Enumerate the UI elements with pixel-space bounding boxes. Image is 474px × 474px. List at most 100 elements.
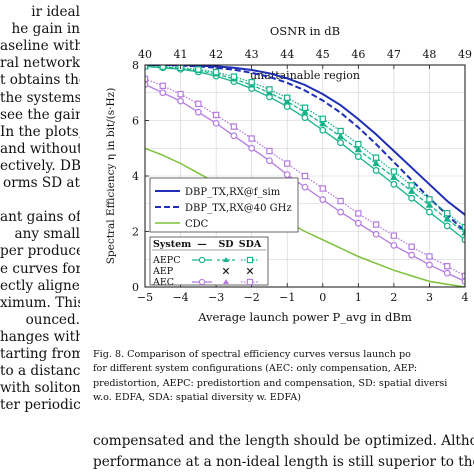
- x-tick-label: 0: [319, 291, 326, 304]
- spectral-efficiency-chart: unattainable region−540−441−342−243−1440…: [105, 24, 472, 324]
- data-point: [266, 157, 273, 165]
- left-column-line: see the gain: [0, 106, 80, 123]
- data-point: [337, 208, 344, 216]
- data-point: [248, 144, 256, 152]
- figure-caption: Fig. 8. Comparison of spectral efficienc…: [93, 348, 474, 406]
- series-line-dbp-tx-rx-40-ghz: [145, 65, 465, 233]
- data-point: [283, 97, 291, 105]
- legend-table-header: —: [197, 239, 207, 250]
- data-point: [177, 90, 184, 98]
- y-tick-label: 8: [132, 59, 139, 72]
- legend-label: DBP_TX,RX@40 GHz: [185, 203, 292, 214]
- data-point: [337, 197, 344, 205]
- data-point: [372, 154, 380, 161]
- caption-line: predistortion, AEPC: predistortion and c…: [93, 377, 448, 389]
- data-point: [266, 147, 273, 155]
- data-point: [426, 253, 433, 260]
- left-column-line: per produces: [0, 243, 80, 260]
- legend-table-row-label: AEP: [152, 266, 174, 277]
- data-point: [390, 168, 398, 175]
- plot-area: [145, 65, 465, 287]
- data-point: [230, 123, 238, 130]
- left-column-line: ter periodic: [0, 397, 80, 414]
- data-point: [230, 132, 238, 140]
- data-point: [461, 236, 465, 244]
- left-column-line: the systems: [0, 89, 80, 106]
- left-column-line: tarting from: [0, 346, 80, 362]
- x-tick-label: −2: [244, 291, 260, 304]
- data-point: [443, 269, 451, 277]
- data-point: [319, 119, 327, 127]
- data-point: [159, 89, 167, 97]
- legend-label: DBP_TX,RX@f_sim: [185, 187, 281, 198]
- unattainable-region-label: unattainable region: [250, 69, 360, 82]
- data-point: [408, 182, 415, 189]
- data-point: [301, 108, 309, 115]
- x2-axis-label: OSNR in dB: [270, 24, 340, 38]
- body-line: compensated and the length should be opt…: [93, 433, 474, 449]
- left-column-line: any small: [14, 226, 80, 243]
- left-column-line: e curves for: [0, 260, 80, 277]
- data-point: [159, 65, 166, 70]
- data-point: [301, 114, 309, 122]
- y-tick-label: 2: [132, 226, 139, 239]
- data-point: [443, 214, 451, 222]
- data-point: [230, 73, 238, 80]
- legend-table-header: SDA: [239, 239, 262, 250]
- data-point: [195, 100, 202, 108]
- data-point: [390, 232, 398, 239]
- x-axis-label: Average launch power P_avg in dBm: [197, 310, 412, 324]
- x-tick-label: −3: [208, 291, 224, 304]
- legend-table-row-label: AEC: [152, 277, 174, 288]
- data-point: [444, 262, 451, 270]
- data-point: [319, 115, 326, 123]
- x-tick-label: 1: [355, 291, 362, 304]
- data-point: [194, 108, 202, 116]
- data-point: [354, 145, 363, 153]
- left-column-line: ounced.: [25, 311, 80, 328]
- x-tick-label: −5: [137, 291, 153, 304]
- x-tick-label: −1: [279, 291, 295, 304]
- left-column-line: ant gains of: [0, 209, 80, 226]
- data-point: [212, 119, 220, 127]
- series-line-dbp-tx-rx-f-sim: [145, 65, 465, 216]
- data-point: [248, 135, 255, 142]
- y-tick-label: 6: [132, 115, 139, 128]
- x2-tick-label: 47: [387, 48, 401, 61]
- data-point: [195, 66, 202, 73]
- body-paragraph: compensated and the length should be opt…: [93, 431, 474, 473]
- legend-table-marker: ×: [221, 265, 230, 278]
- x2-tick-label: 42: [209, 48, 223, 61]
- y-tick-label: 4: [132, 170, 139, 183]
- data-point: [248, 79, 255, 86]
- left-column-line: he gain in: [11, 21, 80, 38]
- data-point: [284, 160, 291, 167]
- legend-table-marker: [198, 278, 206, 286]
- legend-label: CDC: [185, 219, 209, 230]
- x2-tick-label: 49: [458, 48, 472, 61]
- left-column-line: to a distance: [0, 363, 80, 380]
- left-column-line: orms SD at: [3, 175, 80, 191]
- data-point: [266, 86, 273, 93]
- data-point: [426, 208, 433, 216]
- data-point: [444, 209, 451, 217]
- data-point: [461, 278, 465, 285]
- data-point: [159, 82, 166, 90]
- x-tick-label: 3: [426, 291, 433, 304]
- data-point: [301, 104, 309, 111]
- data-point: [354, 219, 362, 227]
- data-point: [372, 221, 380, 228]
- data-point: [408, 194, 416, 202]
- data-point: [355, 210, 362, 217]
- data-point: [390, 173, 398, 180]
- left-column-line: and without: [0, 140, 80, 157]
- left-column-line: In the plots,: [0, 123, 80, 140]
- legend-table-row-label: AEPC: [152, 255, 180, 266]
- left-column-line: hanges with: [0, 328, 80, 345]
- legend-table-marker: [223, 257, 229, 262]
- data-point: [319, 196, 327, 203]
- x-tick-label: −4: [172, 291, 188, 304]
- data-point: [336, 132, 345, 140]
- data-point: [407, 187, 416, 194]
- x2-tick-label: 41: [174, 48, 188, 61]
